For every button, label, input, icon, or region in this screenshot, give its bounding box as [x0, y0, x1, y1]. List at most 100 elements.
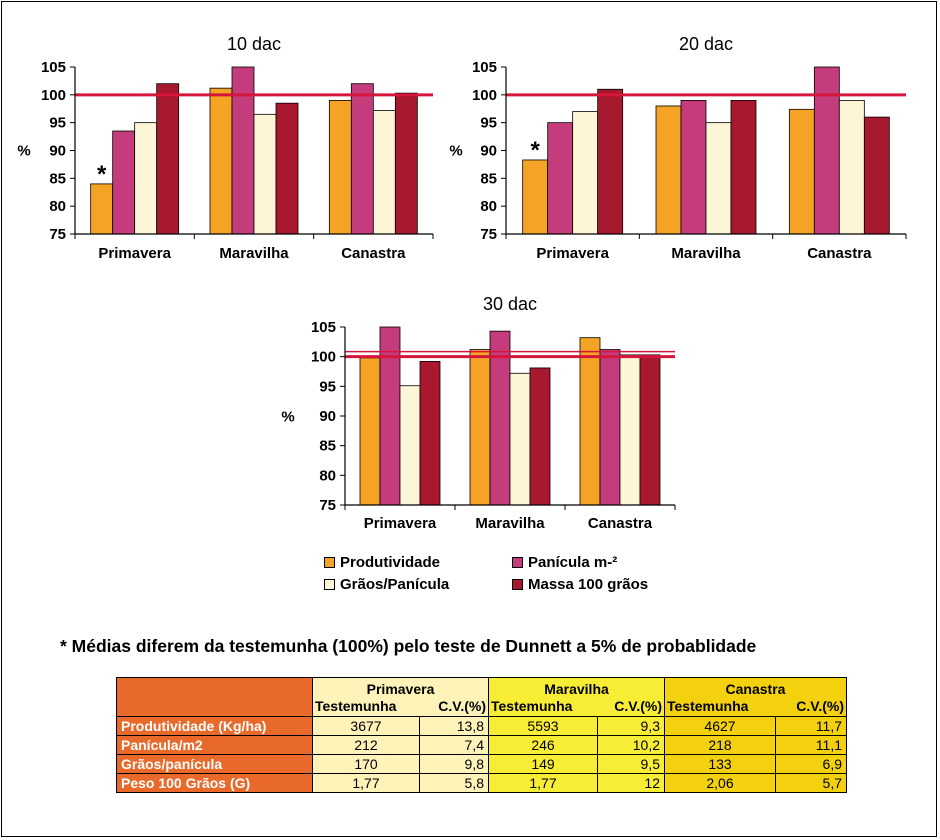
col-header: Testemunha — [491, 698, 573, 714]
table-row: Panícula/m2 212 7,4 246 10,2 218 11,1 — [116, 735, 847, 755]
legend-label: Massa 100 grãos — [528, 576, 649, 593]
chart-title: 30 dac — [483, 294, 537, 314]
y-tick-label: 80 — [480, 198, 497, 215]
bar-graos-panicula-maravilha — [509, 372, 531, 506]
table-group-maravilha: Maravilha Testemunha C.V.(%) — [488, 677, 665, 717]
x-tick-label: Canastra — [807, 245, 872, 262]
col-header: Testemunha — [667, 698, 749, 714]
y-tick-label: 75 — [49, 226, 66, 243]
bar-panicula-m-canastra — [599, 349, 621, 506]
table-cell: 1,77 — [488, 773, 598, 793]
group-name: Primavera — [366, 681, 435, 697]
y-tick-label: 100 — [311, 349, 336, 366]
bar-graos-panicula-canastra — [619, 354, 641, 506]
x-tick-label: Primavera — [364, 515, 437, 532]
significance-asterisk: * — [97, 161, 107, 188]
table-cell: 10,2 — [597, 735, 665, 755]
table-group-canastra: Canastra Testemunha C.V.(%) — [664, 677, 847, 717]
table-cell: 2,06 — [664, 773, 776, 793]
chart-30-dac: 30 dac% 75 80 85 90 95 100 105 Primavera Maravilh… — [281, 294, 676, 532]
x-tick-label: Primavera — [98, 245, 171, 262]
legend-swatch — [512, 579, 523, 590]
legend-label: Produtividade — [340, 554, 441, 571]
row-label: Produtividade (Kg/ha) — [116, 716, 313, 736]
bar-massa-100-graos-canastra — [863, 116, 890, 235]
y-tick-label: 90 — [49, 143, 66, 160]
bar-graos-panicula-primavera — [572, 111, 599, 235]
bar-produtividade-primavera — [359, 357, 381, 506]
table-corner-cell — [116, 677, 313, 717]
col-header: C.V.(%) — [796, 698, 844, 714]
x-tick-label: Canastra — [588, 515, 653, 532]
group-name: Maravilha — [544, 681, 609, 697]
legend-item-panicula: Panícula m-² — [512, 554, 617, 571]
bar-graos-panicula-primavera — [134, 122, 158, 235]
bar-produtividade-maravilha — [209, 87, 233, 235]
table-cell: 149 — [488, 754, 598, 774]
table-cell: 4627 — [664, 716, 776, 736]
col-header: C.V.(%) — [614, 698, 662, 714]
bar-produtividade-maravilha — [469, 349, 491, 506]
x-tick-label: Maravilha — [671, 245, 741, 262]
y-tick-label: 95 — [480, 115, 497, 132]
table-cell: 133 — [664, 754, 776, 774]
table-cell: 1,77 — [312, 773, 420, 793]
bar-massa-100-graos-maravilha — [529, 367, 551, 506]
col-header: Testemunha — [315, 698, 397, 714]
bar-produtividade-canastra — [788, 108, 815, 235]
table-cell: 212 — [312, 735, 420, 755]
table-cell: 246 — [488, 735, 598, 755]
y-tick-label: 105 — [472, 59, 497, 76]
bar-panicula-m-maravilha — [231, 66, 255, 235]
bar-panicula-m-primavera — [112, 130, 136, 235]
table-cell: 11,1 — [775, 735, 847, 755]
bar-graos-panicula-canastra — [838, 100, 865, 235]
y-axis-label: % — [449, 143, 462, 160]
bar-massa-100-graos-canastra — [639, 354, 661, 506]
chart-10-dac: 10 dac% 75 80 85 90 95 100 105 Primavera Maravilh… — [17, 34, 434, 262]
table-cell: 5,7 — [775, 773, 847, 793]
bar-panicula-m-primavera — [547, 122, 574, 235]
x-tick-label: Maravilha — [219, 245, 289, 262]
chart-legend: Produtividade Panícula m-² Grãos/Panícul… — [324, 550, 704, 600]
chart-title: 10 dac — [227, 34, 281, 54]
y-tick-label: 100 — [472, 87, 497, 104]
table-group-primavera: Primavera Testemunha C.V.(%) — [312, 677, 489, 717]
table-row: Peso 100 Grãos (G) 1,77 5,8 1,77 12 2,06… — [116, 773, 847, 793]
bar-massa-100-graos-primavera — [156, 83, 180, 235]
table-cell: 5593 — [488, 716, 598, 736]
table-cell: 218 — [664, 735, 776, 755]
table-cell: 6,9 — [775, 754, 847, 774]
significance-asterisk: * — [530, 137, 540, 164]
bar-massa-100-graos-primavera — [597, 88, 624, 235]
y-tick-label: 90 — [319, 408, 336, 425]
bar-produtividade-canastra — [328, 100, 352, 235]
row-label: Peso 100 Grãos (G) — [116, 773, 313, 793]
legend-swatch — [324, 579, 335, 590]
table-cell: 3677 — [312, 716, 420, 736]
bar-panicula-m-canastra — [813, 66, 840, 235]
bar-massa-100-graos-maravilha — [730, 100, 757, 235]
chart-20-dac: 20 dac% 75 80 85 90 95 100 105 Primavera Maravilh… — [449, 34, 907, 262]
legend-swatch — [512, 557, 523, 568]
data-table: Primavera Testemunha C.V.(%) Maravilha Te… — [116, 677, 847, 793]
y-tick-label: 85 — [319, 438, 336, 455]
y-tick-label: 75 — [319, 497, 336, 514]
bar-produtividade-canastra — [579, 337, 601, 506]
table-cell: 9,8 — [419, 754, 489, 774]
y-tick-label: 75 — [480, 226, 497, 243]
y-axis-label: % — [17, 143, 30, 160]
x-tick-label: Canastra — [341, 245, 406, 262]
y-tick-label: 85 — [49, 170, 66, 187]
bar-graos-panicula-maravilha — [705, 122, 732, 235]
table-row: Produtividade (Kg/ha) 3677 13,8 5593 9,3… — [116, 716, 847, 736]
bar-panicula-m-canastra — [350, 83, 374, 235]
table-cell: 9,5 — [597, 754, 665, 774]
col-header: C.V.(%) — [438, 698, 486, 714]
y-axis-label: % — [281, 408, 294, 425]
footnote: * Médias diferem da testemunha (100%) pe… — [60, 636, 757, 656]
y-tick-label: 95 — [49, 115, 66, 132]
bar-massa-100-graos-canastra — [394, 92, 418, 235]
x-tick-label: Maravilha — [475, 515, 545, 532]
